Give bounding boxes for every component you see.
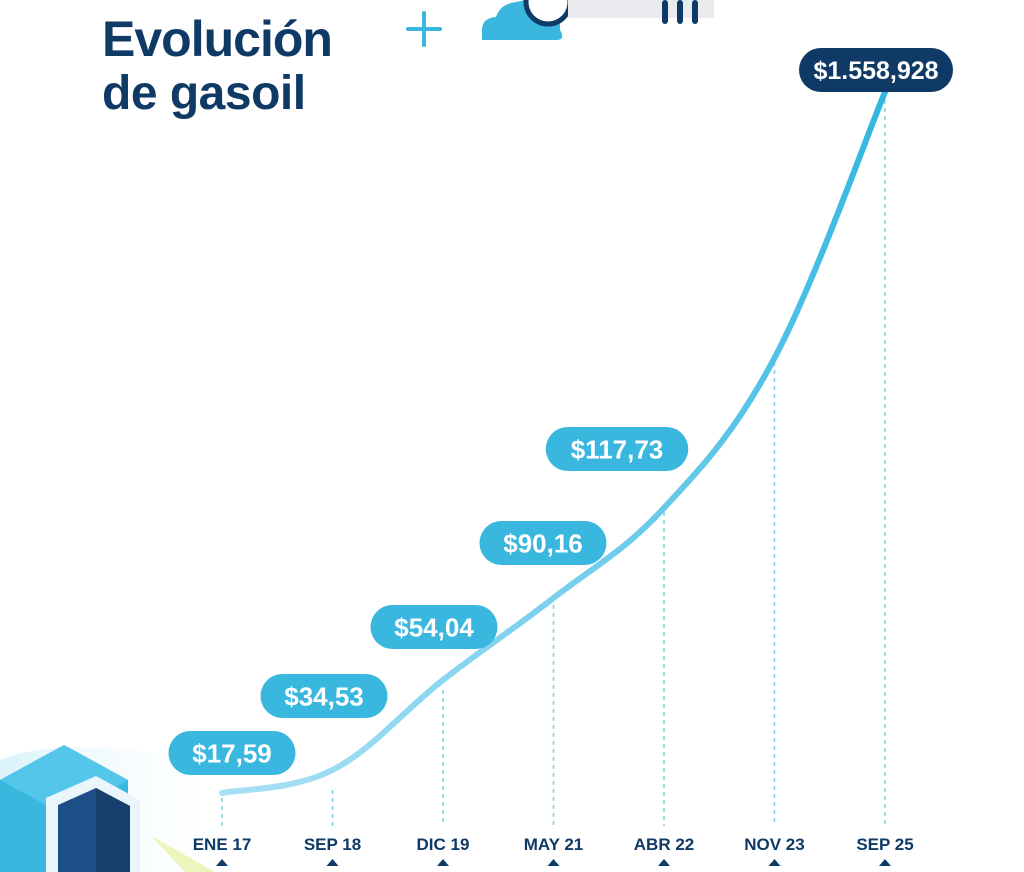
tick-label: ENE 17 — [193, 835, 252, 854]
data-label-text: $1.558,928 — [813, 57, 938, 85]
bar-decor-2 — [677, 0, 683, 24]
tick-4: ABR 22 — [634, 835, 694, 866]
data-label-2: $54,04 — [370, 605, 498, 649]
bar-decor-3 — [692, 0, 698, 24]
tick-label: SEP 25 — [856, 835, 913, 854]
data-label-text: $17,59 — [192, 738, 272, 768]
data-label-text: $117,73 — [571, 434, 664, 464]
data-label-pill — [799, 48, 953, 92]
data-label-pill — [260, 674, 388, 718]
tick-3: MAY 21 — [524, 835, 584, 866]
data-label-pill — [168, 731, 296, 775]
decoration-bottom-left — [0, 745, 240, 872]
bar-decor-1 — [662, 0, 668, 24]
title-line-1: Evolución — [102, 11, 333, 67]
data-label-text: $90,16 — [503, 528, 583, 558]
tick-2: DIC 19 — [417, 835, 470, 866]
data-label-3: $90,16 — [479, 521, 607, 565]
gauge-icon — [523, 0, 573, 27]
data-label-text: $54,04 — [394, 612, 474, 642]
data-label-pill — [545, 427, 689, 471]
tick-label: SEP 18 — [304, 835, 361, 854]
data-label-pill — [479, 521, 607, 565]
tick-marker — [437, 859, 449, 866]
tick-marker — [547, 859, 560, 866]
decoration-top — [406, 0, 714, 47]
tick-6: SEP 25 — [856, 835, 914, 866]
title-line-2: de gasoil — [102, 67, 306, 120]
tick-marker — [216, 859, 228, 866]
tick-marker — [879, 859, 891, 866]
chart-title: Evolución de gasoil — [102, 11, 333, 120]
tick-label: MAY 21 — [524, 835, 584, 854]
series-line — [219, 89, 888, 796]
data-label-4: $117,73 — [545, 427, 689, 471]
tick-0: ENE 17 — [193, 835, 252, 866]
x-axis: ENE 17 SEP 18 DIC 19 MAY 21 ABR 22 NOV 23 SEP … — [193, 835, 914, 866]
tick-marker — [658, 859, 670, 866]
grid-guides — [221, 92, 886, 826]
data-label-1: $34,53 — [260, 674, 388, 718]
tick-label: ABR 22 — [634, 835, 694, 854]
tick-1: SEP 18 — [304, 835, 361, 866]
plus-icon — [406, 11, 442, 47]
data-label-text: $34,53 — [284, 681, 364, 711]
tick-marker — [768, 859, 781, 866]
tick-label: NOV 23 — [744, 835, 804, 854]
tick-marker — [326, 859, 339, 866]
data-label-pill — [370, 605, 498, 649]
data-labels: $17,59 $34,53 $54,04 $90,16 $117,73 $1.558,92… — [168, 48, 953, 775]
tick-label: DIC 19 — [417, 835, 470, 854]
tick-5: NOV 23 — [744, 835, 805, 866]
data-label-6: $1.558,928 — [799, 48, 953, 92]
data-label-0: $17,59 — [168, 731, 296, 775]
